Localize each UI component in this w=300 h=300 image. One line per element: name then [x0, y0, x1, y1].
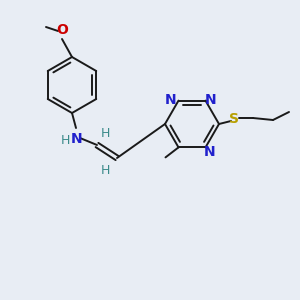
Text: H: H: [100, 164, 110, 177]
Text: N: N: [165, 93, 176, 106]
Text: O: O: [56, 23, 68, 37]
Text: N: N: [71, 132, 83, 146]
Text: H: H: [60, 134, 70, 147]
Text: N: N: [205, 93, 216, 106]
Text: N: N: [204, 146, 215, 159]
Text: H: H: [100, 127, 110, 140]
Text: S: S: [229, 112, 239, 126]
